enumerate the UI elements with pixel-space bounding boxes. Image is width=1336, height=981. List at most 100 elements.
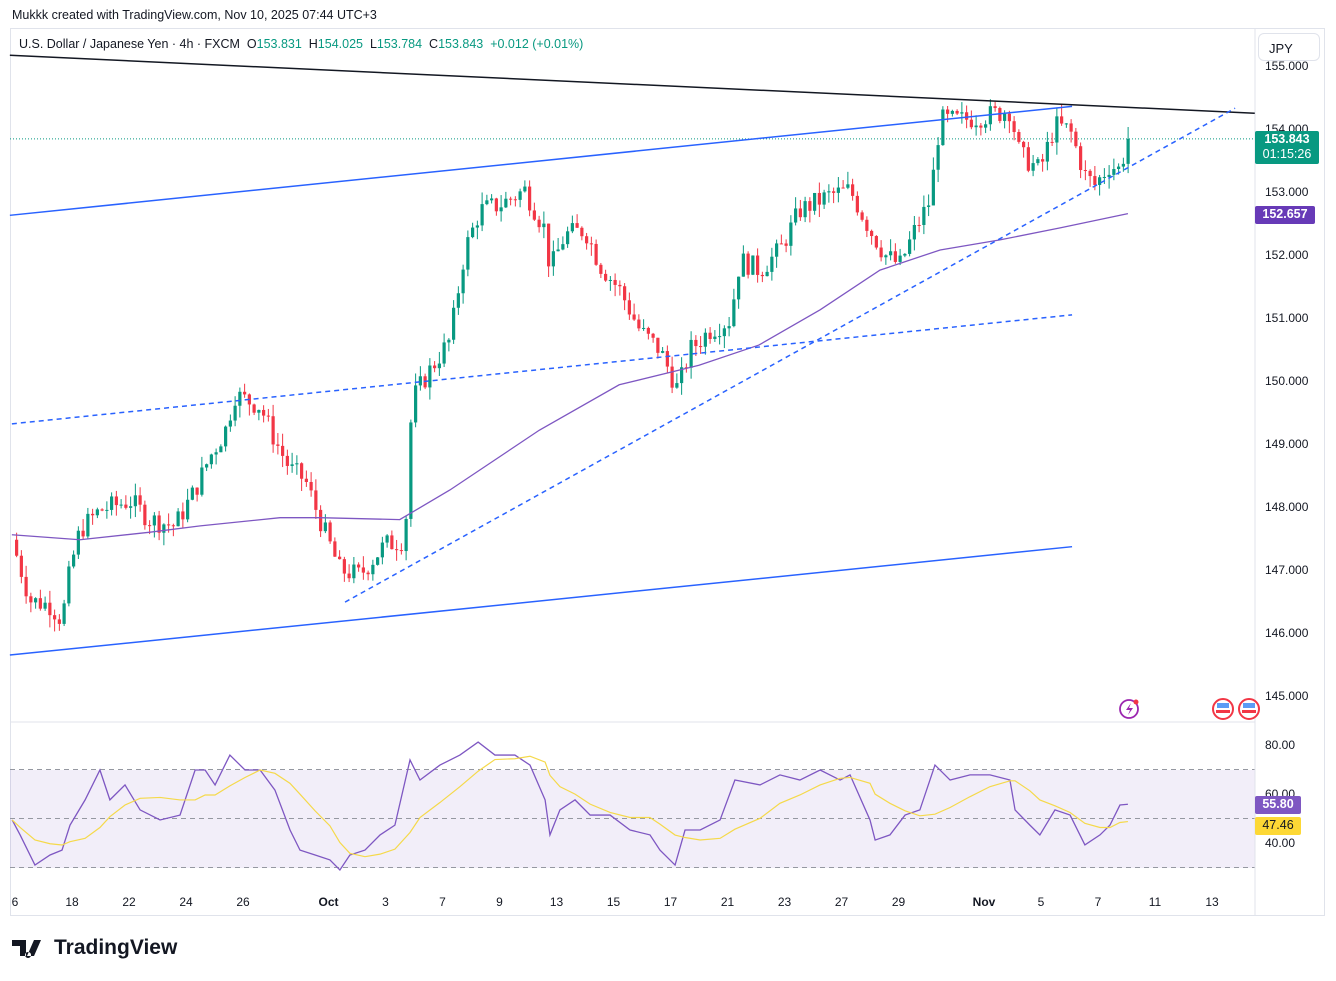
candle-body	[38, 598, 42, 609]
candle-body	[718, 336, 722, 338]
candle-body	[931, 169, 935, 206]
candle-body	[347, 573, 351, 579]
candle-body	[1055, 116, 1059, 143]
tradingview-logo[interactable]: TradingView	[12, 936, 177, 960]
candle-body	[865, 219, 869, 231]
candle-body	[632, 314, 636, 320]
candle-body	[333, 541, 337, 557]
candle-body	[860, 212, 864, 220]
candle-body	[1107, 174, 1111, 177]
candle-body	[884, 255, 888, 258]
candle-body	[870, 230, 874, 237]
lightning-event-icon	[1119, 699, 1139, 719]
candle-body	[1031, 163, 1035, 171]
candle-body	[148, 525, 152, 527]
candle-body	[827, 191, 831, 193]
candle-body	[703, 332, 707, 347]
time-tick: 23	[778, 895, 792, 909]
candle-body	[946, 109, 950, 114]
candle-body	[461, 269, 465, 294]
candle-body	[694, 339, 698, 347]
candle-body	[627, 300, 631, 315]
candle-body	[751, 255, 755, 275]
rsi-line	[11, 741, 1128, 871]
candle-body	[171, 525, 175, 527]
channel-lower	[9, 545, 1073, 656]
time-tick: 11	[1149, 895, 1162, 909]
us-flag-event-icon	[1216, 710, 1230, 713]
candle-body	[43, 602, 47, 609]
mid-dashed-line	[11, 314, 1073, 425]
candle-body	[532, 210, 536, 220]
candle-body	[309, 482, 313, 491]
candle-body	[385, 535, 389, 543]
candle-body	[556, 249, 560, 252]
tradingview-logo-icon	[12, 940, 41, 958]
candle-body	[129, 506, 133, 508]
candle-body	[1017, 132, 1021, 142]
lightning-event-icon	[1126, 703, 1133, 715]
candle-body	[200, 467, 204, 495]
candle-body	[100, 509, 104, 511]
time-tick: 5	[1038, 895, 1045, 909]
candle-body	[513, 199, 517, 201]
candle-body	[537, 219, 541, 228]
candle-body	[566, 231, 570, 245]
candle-body	[1007, 113, 1011, 122]
candle-body	[974, 125, 978, 128]
candle-body	[656, 337, 660, 353]
candle-body	[570, 223, 574, 232]
candle-body	[542, 223, 546, 228]
symbol-title[interactable]: U.S. Dollar / Japanese Yen · 4h · FXCM	[19, 37, 240, 51]
candle-body	[485, 200, 489, 205]
candle-body	[879, 247, 883, 258]
price-tick: 151.000	[1265, 311, 1309, 325]
time-tick: 24	[179, 895, 193, 909]
price-tick: 145.000	[1265, 689, 1309, 703]
candle-body	[271, 416, 275, 445]
candle-body	[561, 244, 565, 250]
candle-body	[874, 236, 878, 248]
time-tick: 13	[550, 895, 564, 909]
candle-body	[504, 198, 508, 208]
candles	[15, 99, 1130, 632]
candle-body	[722, 328, 726, 337]
candle-body	[414, 385, 418, 423]
candle-body	[442, 342, 446, 364]
candle-body	[366, 572, 370, 575]
us-flag-event-icon	[1212, 698, 1234, 720]
candle-body	[551, 251, 555, 267]
candle-body	[784, 243, 788, 246]
candle-body	[252, 404, 256, 413]
last-price: 153.843	[1264, 132, 1310, 146]
us-flag-event-icon	[1217, 703, 1229, 708]
candle-body	[390, 535, 394, 550]
candle-body	[822, 192, 826, 205]
candle-body	[941, 109, 945, 146]
candle-body	[15, 539, 19, 556]
candle-body	[575, 223, 579, 228]
candle-body	[323, 522, 327, 532]
candle-body	[998, 108, 1002, 121]
candle-body	[950, 110, 954, 114]
candle-body	[613, 279, 617, 285]
candle-body	[965, 112, 969, 120]
candle-body	[737, 276, 741, 300]
candle-body	[732, 299, 736, 327]
candle-body	[794, 208, 798, 223]
candle-body	[399, 550, 403, 552]
candle-body	[1003, 113, 1007, 121]
candle-body	[91, 513, 95, 516]
candle-body	[1079, 146, 1083, 171]
candle-body	[214, 452, 218, 455]
candle-body	[53, 615, 57, 620]
candle-body	[133, 495, 137, 507]
candle-body	[352, 564, 356, 579]
candle-body	[523, 186, 527, 192]
time-tick: Nov	[973, 895, 996, 909]
candle-body	[841, 187, 845, 189]
candle-body	[927, 205, 931, 207]
candle-body	[775, 243, 779, 257]
currency-button[interactable]: JPY	[1258, 33, 1320, 61]
